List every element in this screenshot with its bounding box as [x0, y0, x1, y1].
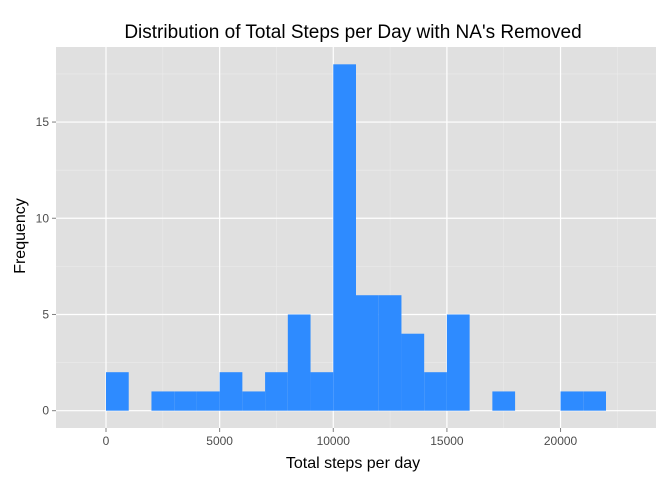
histogram-bar [151, 391, 175, 411]
y-axis-title: Frequency [12, 198, 29, 274]
histogram-bar [242, 391, 266, 411]
histogram-bar [196, 391, 220, 411]
histogram-bar [265, 372, 288, 411]
histogram-bar [106, 372, 129, 411]
y-tick-label: 0 [42, 404, 49, 418]
x-tick-label: 10000 [317, 434, 351, 448]
x-tick-label: 5000 [206, 434, 233, 448]
histogram-bar [583, 391, 606, 411]
histogram-bar [492, 391, 516, 411]
x-axis-title: Total steps per day [286, 455, 420, 472]
x-tick-label: 15000 [430, 434, 464, 448]
x-axis: 0 5000 10000 15000 20000 [103, 428, 578, 448]
y-axis: 0 5 10 15 [36, 115, 56, 418]
x-tick-label: 20000 [544, 434, 578, 448]
bars [106, 64, 606, 411]
histogram-bar [378, 295, 402, 411]
y-tick-label: 5 [42, 307, 49, 321]
chart-title: Distribution of Total Steps per Day with… [124, 22, 581, 43]
y-tick-label: 10 [36, 211, 50, 225]
histogram-bar [287, 314, 311, 411]
histogram-bar [356, 295, 379, 411]
histogram-bar [333, 64, 356, 411]
histogram-bar [446, 314, 470, 411]
histogram-bar [401, 333, 425, 411]
histogram-bar [310, 372, 334, 411]
histogram-bar [174, 391, 197, 411]
histogram-bar [219, 372, 243, 411]
x-tick-label: 0 [103, 434, 110, 448]
histogram-bar [560, 391, 584, 411]
y-tick-label: 15 [36, 115, 50, 129]
histogram-bar [424, 372, 447, 411]
